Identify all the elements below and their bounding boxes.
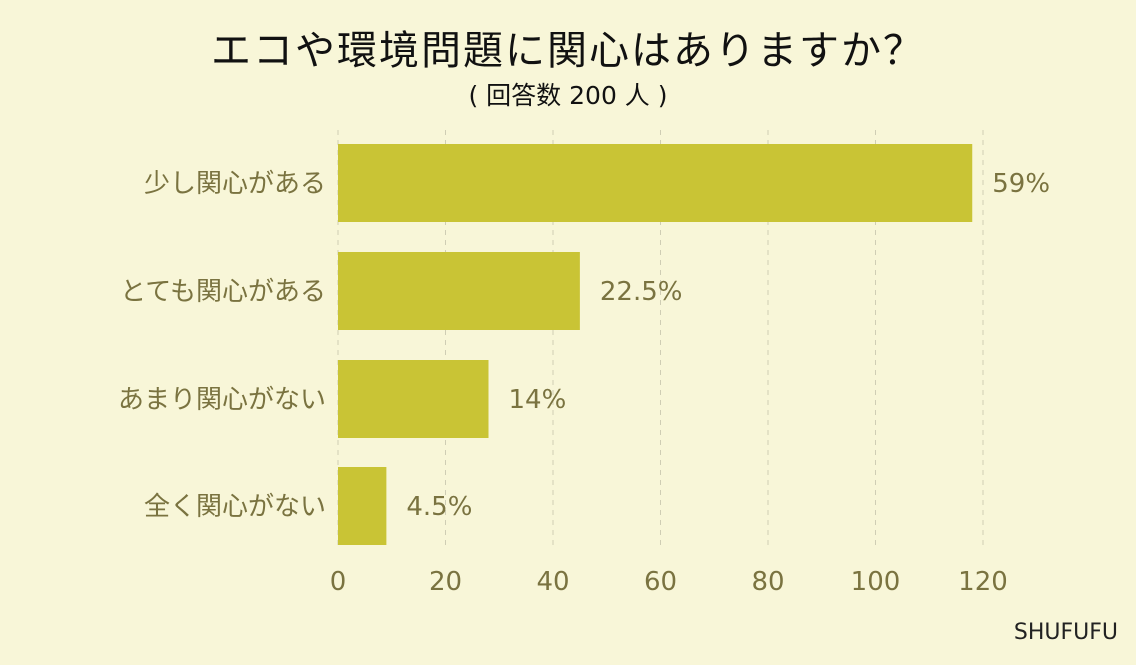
data-label: 14% <box>509 385 567 415</box>
bar <box>338 252 580 330</box>
brand-logo-text: SHUFUFU <box>1013 620 1118 645</box>
x-tick-label: 120 <box>958 567 1008 597</box>
chart-title: エコや環境問題に関心はありますか？ <box>211 28 925 74</box>
bar <box>338 467 387 545</box>
x-tick-label: 0 <box>330 567 347 597</box>
category-label: とても関心がある <box>120 277 326 307</box>
data-label: 59% <box>992 169 1050 199</box>
x-tick-label: 60 <box>644 567 677 597</box>
x-tick-label: 20 <box>429 567 462 597</box>
category-label: あまり関心がない <box>118 385 326 415</box>
x-tick-label: 100 <box>851 567 901 597</box>
data-label: 4.5% <box>406 492 472 522</box>
category-label: 少し関心がある <box>144 169 326 199</box>
chart-subtitle: ( 回答数 200 人 ) <box>468 81 668 110</box>
data-label: 22.5% <box>600 277 683 307</box>
bar <box>338 360 489 438</box>
x-tick-label: 80 <box>751 567 784 597</box>
x-tick-label: 40 <box>536 567 569 597</box>
category-label: 全く関心がない <box>144 492 326 522</box>
bar <box>338 144 973 222</box>
